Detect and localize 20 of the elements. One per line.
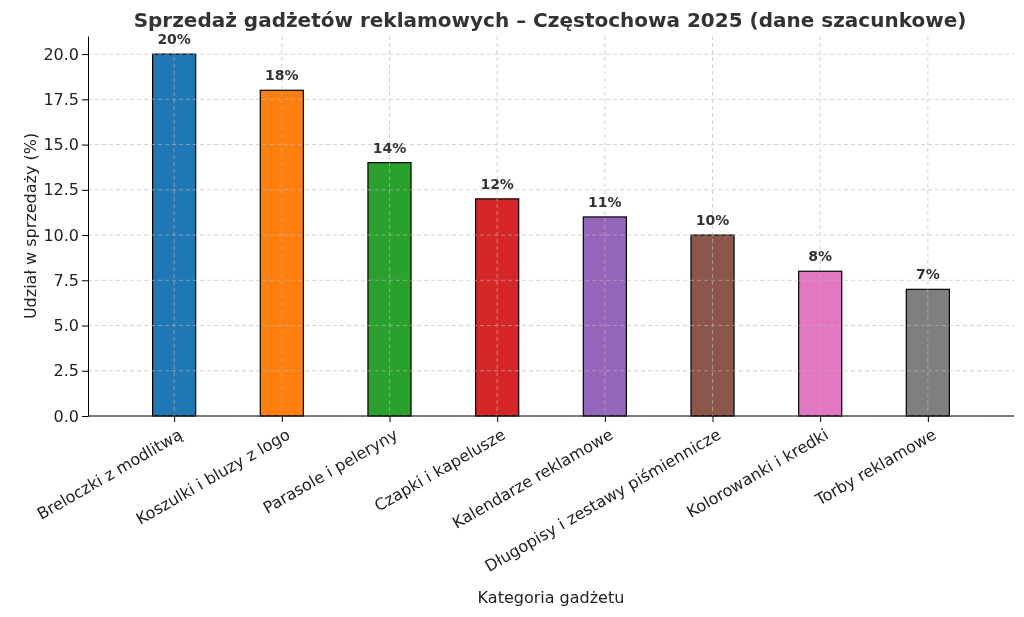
data-label: 7%	[915, 266, 940, 283]
y-tick-label: 7.5	[53, 270, 79, 290]
y-tick-label: 10.0	[43, 225, 79, 245]
y-axis-title: Udział w sprzedaży (%)	[21, 132, 40, 320]
data-label: 8%	[808, 248, 833, 265]
y-tick-label: 15.0	[43, 135, 79, 155]
y-tick-label: 17.5	[43, 89, 79, 109]
y-tick-label: 0.0	[53, 406, 79, 426]
chart-title: Sprzedaż gadżetów reklamowych – Częstochowa 2025 (dane szacunkowe)	[133, 8, 967, 32]
data-label: 10%	[695, 212, 730, 229]
data-label: 11%	[588, 193, 622, 210]
data-label: 20%	[157, 31, 191, 48]
data-label: 18%	[265, 67, 299, 84]
data-label: 12%	[480, 175, 514, 192]
y-tick-label: 2.5	[53, 361, 79, 381]
x-axis-title: Kategoria gadżetu	[477, 588, 625, 607]
y-tick-label: 20.0	[43, 44, 79, 64]
y-tick-label: 5.0	[53, 316, 79, 336]
y-tick-label: 12.5	[43, 180, 79, 200]
data-label: 14%	[372, 139, 407, 156]
